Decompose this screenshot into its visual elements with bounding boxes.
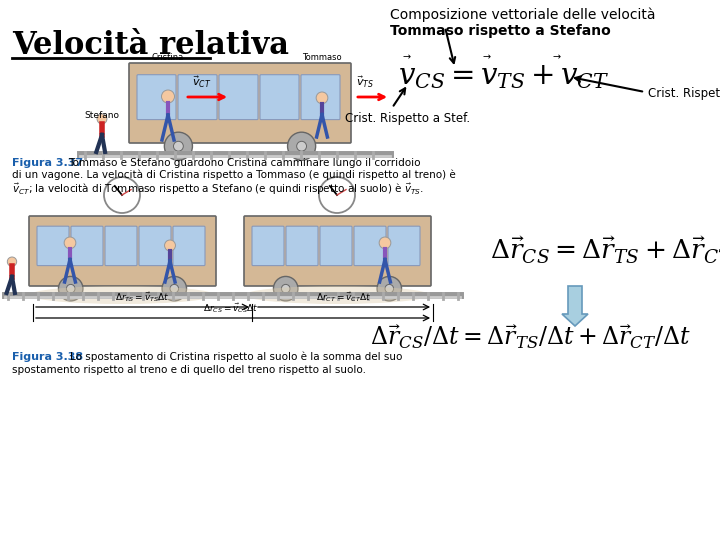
Circle shape <box>58 276 83 301</box>
Text: $\Delta\vec{r}_{CS} = \Delta\vec{r}_{TS} + \Delta\vec{r}_{CT}$: $\Delta\vec{r}_{CS} = \Delta\vec{r}_{TS}… <box>490 235 720 266</box>
Circle shape <box>170 285 179 293</box>
Ellipse shape <box>30 286 215 304</box>
Circle shape <box>7 257 17 266</box>
Circle shape <box>97 114 107 124</box>
FancyBboxPatch shape <box>139 226 171 266</box>
Circle shape <box>319 177 355 213</box>
FancyBboxPatch shape <box>37 226 69 266</box>
FancyBboxPatch shape <box>354 226 386 266</box>
FancyBboxPatch shape <box>286 226 318 266</box>
Circle shape <box>282 285 290 293</box>
Text: Tommaso e Stefano guardono Cristina camminare lungo il corridoio: Tommaso e Stefano guardono Cristina camm… <box>68 158 420 168</box>
Ellipse shape <box>245 286 430 304</box>
FancyBboxPatch shape <box>71 226 103 266</box>
Text: $\rightarrow$: $\rightarrow$ <box>551 51 562 61</box>
Text: spostamento rispetto al treno e di quello del treno rispetto al suolo.: spostamento rispetto al treno e di quell… <box>12 365 366 375</box>
Circle shape <box>174 141 184 151</box>
Text: $\vec{v}_{CT}$; la velocità di Tommaso rispetto a Stefano (e quindi rispetto al : $\vec{v}_{CT}$; la velocità di Tommaso r… <box>12 182 424 198</box>
Text: $\rightarrow$: $\rightarrow$ <box>481 51 492 61</box>
FancyBboxPatch shape <box>260 75 299 119</box>
FancyBboxPatch shape <box>105 226 137 266</box>
Circle shape <box>316 92 328 104</box>
Circle shape <box>64 237 76 249</box>
Circle shape <box>287 132 315 160</box>
Text: $\Delta r_{CS} = \vec{v}_{CS}\Delta t$: $\Delta r_{CS} = \vec{v}_{CS}\Delta t$ <box>203 301 258 315</box>
FancyBboxPatch shape <box>137 75 176 119</box>
Circle shape <box>164 132 192 160</box>
Circle shape <box>297 141 307 151</box>
FancyBboxPatch shape <box>129 63 351 143</box>
FancyBboxPatch shape <box>219 75 258 119</box>
Circle shape <box>66 285 75 293</box>
Circle shape <box>377 276 402 301</box>
Text: $\rightarrow$: $\rightarrow$ <box>401 51 413 61</box>
Text: Tommaso rispetto a Stefano: Tommaso rispetto a Stefano <box>390 24 611 38</box>
FancyBboxPatch shape <box>178 75 217 119</box>
FancyArrow shape <box>562 286 588 326</box>
Text: $\Delta r_{CT} = \vec{v}_{CT}\Delta t$: $\Delta r_{CT} = \vec{v}_{CT}\Delta t$ <box>316 291 372 304</box>
Text: Crist. Rispetto a Tom: Crist. Rispetto a Tom <box>648 86 720 99</box>
Circle shape <box>385 285 394 293</box>
Text: $v_{CS} = v_{TS} + v_{CT}$: $v_{CS} = v_{TS} + v_{CT}$ <box>398 63 609 91</box>
Circle shape <box>165 240 176 251</box>
Circle shape <box>274 276 298 301</box>
Text: Velocità relativa: Velocità relativa <box>12 30 289 61</box>
Text: di un vagone. La velocità di Cristina rispetto a Tommaso (e quindi rispetto al t: di un vagone. La velocità di Cristina ri… <box>12 170 456 180</box>
Circle shape <box>104 177 140 213</box>
Circle shape <box>162 276 186 301</box>
Text: Crist. Rispetto a Stef.: Crist. Rispetto a Stef. <box>345 112 470 125</box>
Circle shape <box>379 237 391 249</box>
Text: Lo spostamento di Cristina rispetto al suolo è la somma del suo: Lo spostamento di Cristina rispetto al s… <box>70 352 402 362</box>
FancyBboxPatch shape <box>252 226 284 266</box>
Text: Figura 3.37: Figura 3.37 <box>12 158 83 168</box>
FancyBboxPatch shape <box>320 226 352 266</box>
FancyBboxPatch shape <box>244 216 431 286</box>
Text: Composizione vettoriale delle velocità: Composizione vettoriale delle velocità <box>390 8 655 23</box>
Text: Tommaso: Tommaso <box>302 53 342 62</box>
FancyBboxPatch shape <box>173 226 205 266</box>
Circle shape <box>161 90 174 103</box>
Text: Cristina: Cristina <box>152 53 184 62</box>
Text: $\Delta\vec{r}_{CS} / \Delta t = \Delta\vec{r}_{TS} / \Delta t + \Delta\vec{r}_{: $\Delta\vec{r}_{CS} / \Delta t = \Delta\… <box>370 322 690 351</box>
Text: $\vec{v}_{CT}$: $\vec{v}_{CT}$ <box>192 75 212 90</box>
Text: Stefano: Stefano <box>84 111 120 120</box>
FancyBboxPatch shape <box>301 75 340 119</box>
Text: Figura 3.38: Figura 3.38 <box>12 352 83 362</box>
FancyBboxPatch shape <box>388 226 420 266</box>
Text: $\Delta r_{TS} = \vec{v}_{TS}\Delta t$: $\Delta r_{TS} = \vec{v}_{TS}\Delta t$ <box>114 291 169 304</box>
Text: $\vec{v}_{TS}$: $\vec{v}_{TS}$ <box>356 75 374 90</box>
FancyBboxPatch shape <box>29 216 216 286</box>
